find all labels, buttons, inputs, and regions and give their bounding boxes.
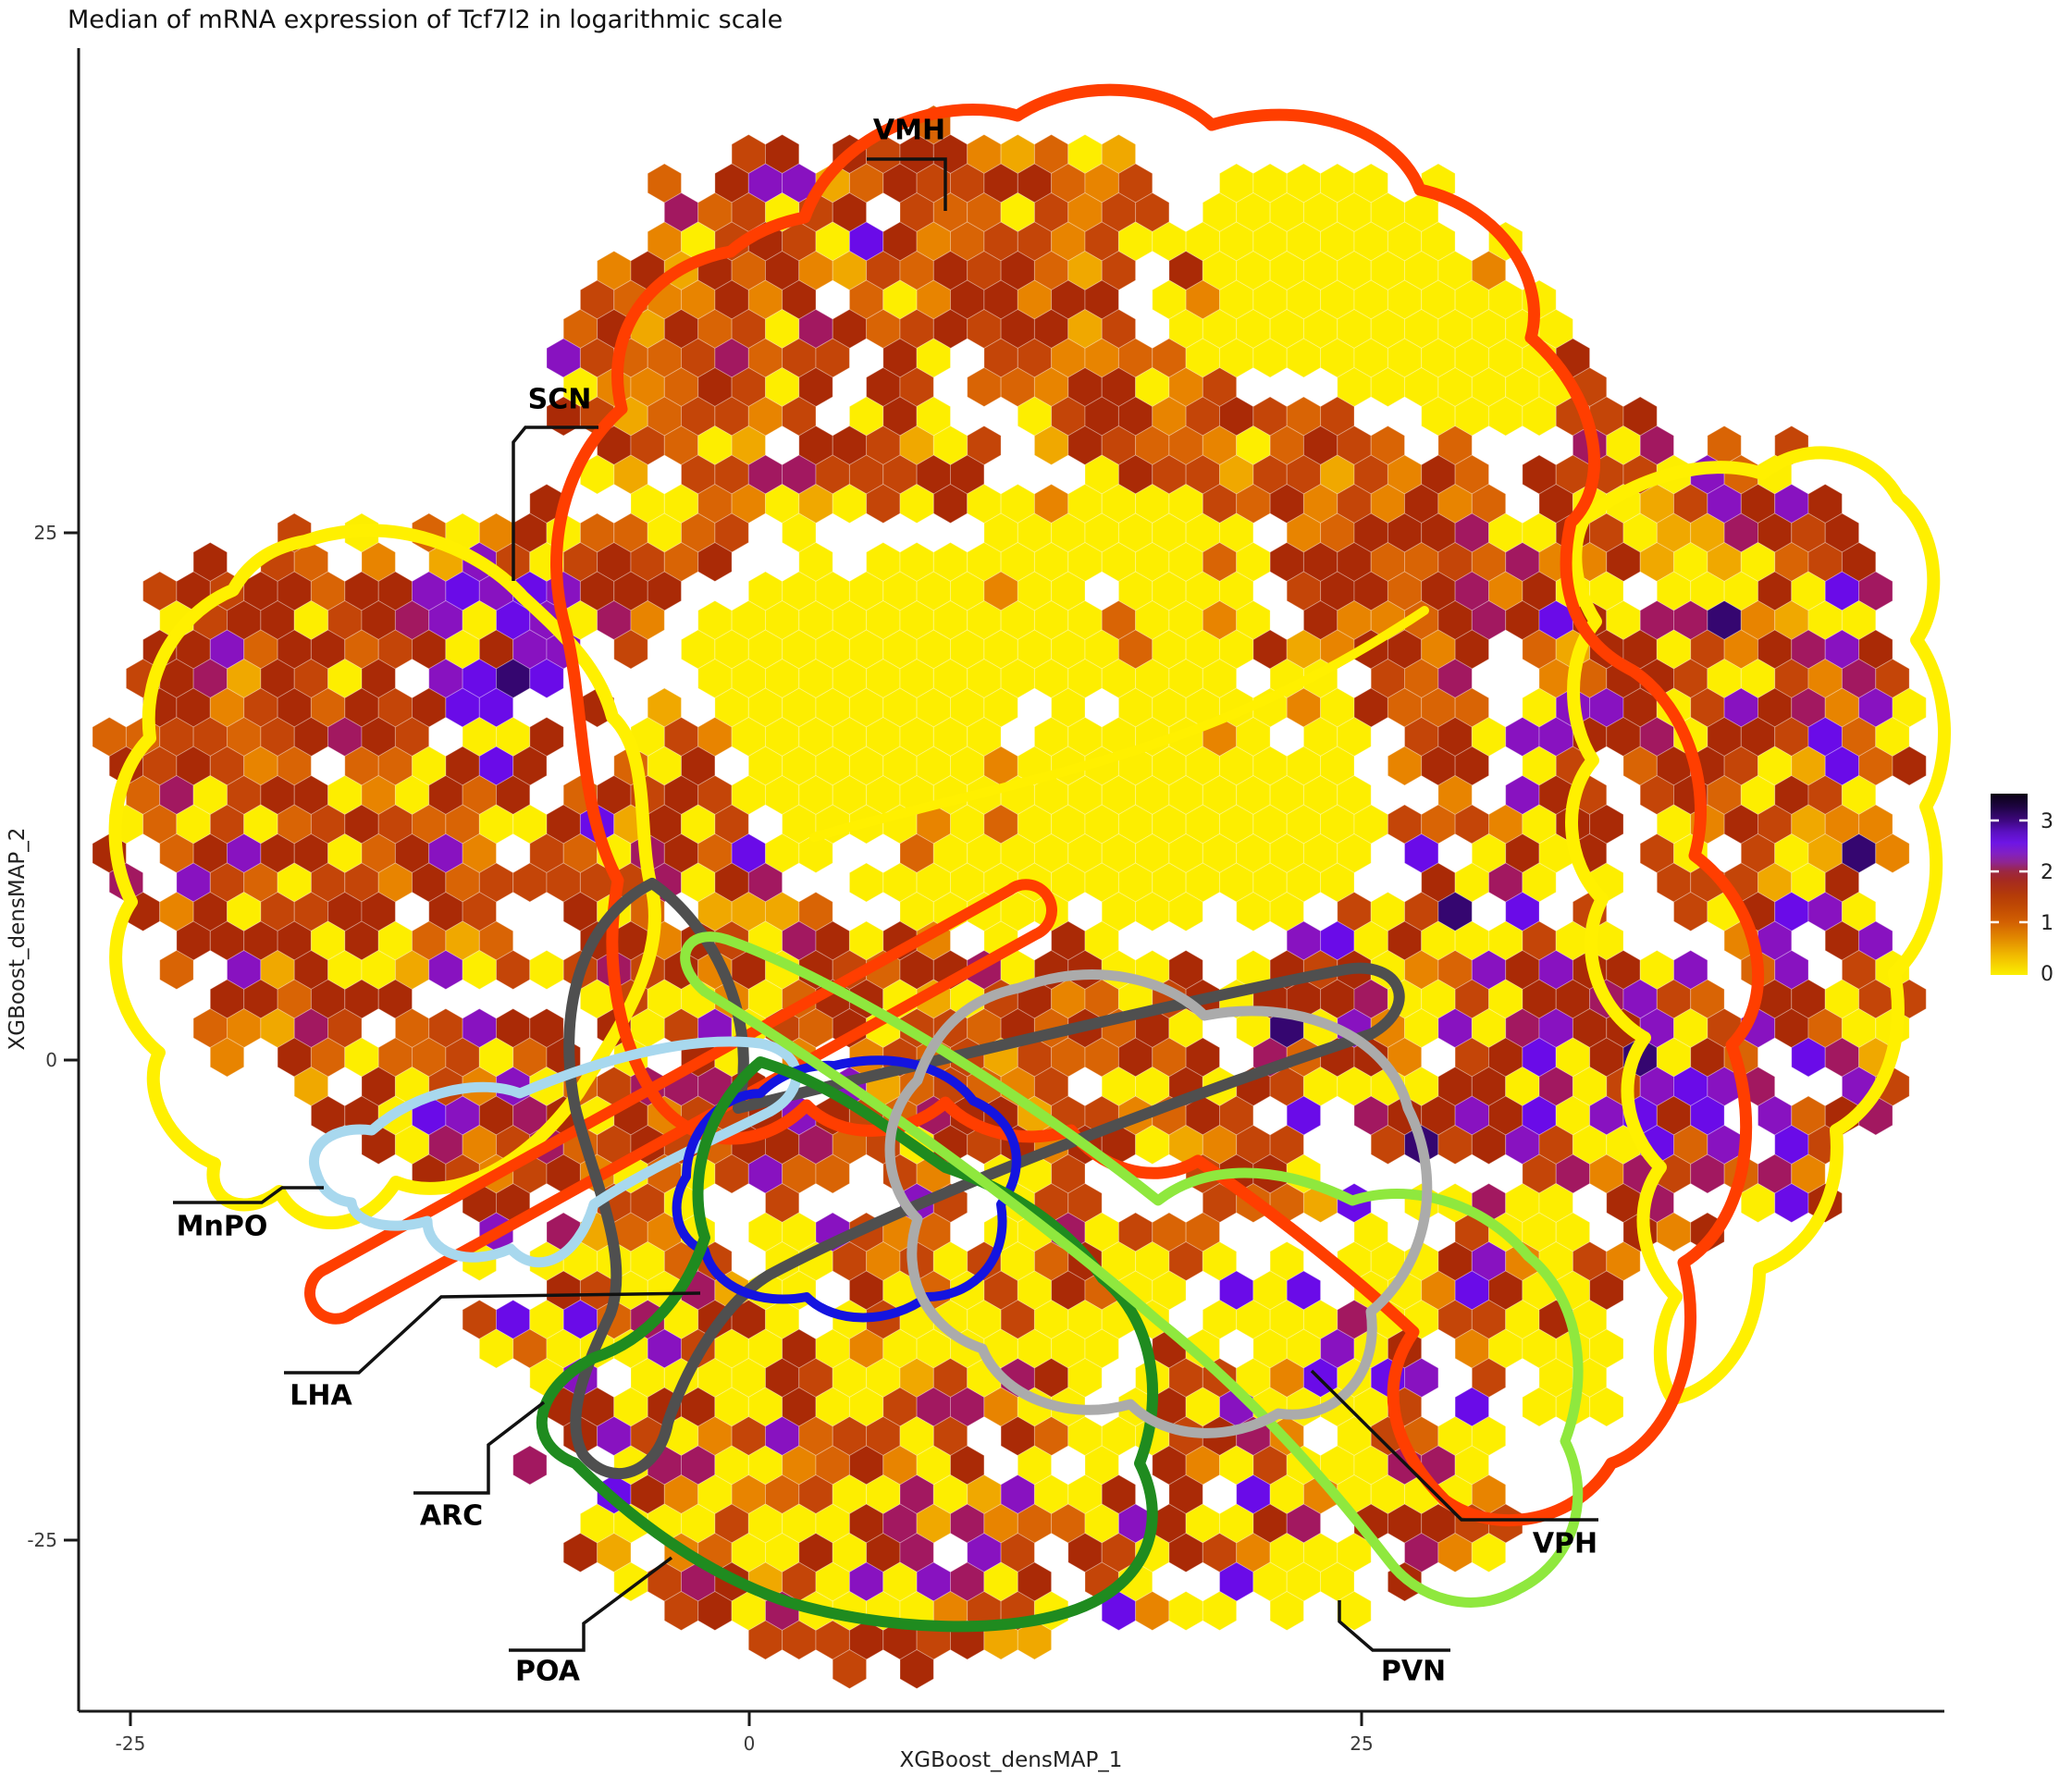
hex-cell (1875, 832, 1910, 874)
hex-cell (899, 1648, 934, 1690)
x-tick-label: 25 (1350, 1733, 1373, 1755)
hex-cell (697, 541, 733, 583)
hex-cell (529, 949, 564, 991)
hex-cell (1892, 746, 1927, 786)
hex-cell (209, 1037, 245, 1078)
hex-cell (815, 1153, 850, 1194)
y-tick-label: 25 (34, 522, 57, 544)
colorbar (1991, 794, 2028, 975)
hex-cell (1269, 1590, 1304, 1632)
hex-cell (848, 862, 884, 903)
region-label-lha: LHA (290, 1380, 352, 1412)
region-label-mnpo: MnPO (177, 1211, 268, 1243)
x-tick-label: 0 (744, 1733, 756, 1755)
axis-layer: XGBoost_densMAP_1 XGBoost_densMAP_2 -25 0… (6, 48, 1944, 1772)
colorbar-tick-label: 2 (2041, 861, 2054, 884)
y-ticks: 25 0 -25 (27, 522, 79, 1551)
region-label-vph: VPH (1533, 1528, 1597, 1560)
region-outline-arc-orangered-capsule (304, 879, 1057, 1325)
leader-line-vmh (867, 157, 947, 211)
colorbar-tick-label: 0 (2041, 963, 2054, 986)
region-outline-pvn-lightgreen (680, 931, 1584, 1608)
hex-cell (1589, 1387, 1624, 1427)
hex-cell (798, 832, 833, 874)
region-outline-yellow-right-cluster (1565, 446, 1951, 1405)
hex-cell (1017, 1620, 1053, 1660)
region-label-scn: SCN (528, 384, 592, 416)
hex-cell (529, 658, 564, 699)
colorbar-labels: 3 2 1 0 (2041, 810, 2054, 986)
hex-cell (1337, 1590, 1372, 1632)
x-ticks: -25 0 25 (116, 1711, 1374, 1755)
region-label-arc: ARC (420, 1500, 483, 1533)
region-label-poa: POA (515, 1656, 581, 1688)
leader-line-lha (284, 1291, 701, 1375)
region-outline-layer (108, 83, 1951, 1633)
colorbar-tick-label: 1 (2041, 912, 2054, 935)
hex-cell (832, 1648, 868, 1690)
colorbar-legend: 3 2 1 0 (1991, 794, 2054, 986)
leader-line-scn (512, 426, 598, 581)
leader-line-arc (413, 1400, 546, 1495)
region-outline-yellow-left-cluster (108, 524, 661, 1229)
y-tick-label: 0 (45, 1049, 57, 1071)
region-label-vmh: VMH (873, 115, 945, 147)
hex-cell (613, 629, 648, 670)
y-tick-label: -25 (27, 1529, 57, 1551)
leader-line-vph (1310, 1369, 1598, 1522)
plot-title: Median of mRNA expression of Tcf7l2 in l… (68, 6, 783, 34)
leader-line-pvn (1338, 1600, 1450, 1652)
region-outline-vph-gray (884, 969, 1433, 1438)
region-outline-mnpo-lightblue (309, 1036, 802, 1268)
hex-cell (512, 1445, 548, 1486)
colorbar-tick-label: 3 (2041, 810, 2054, 833)
hex-cell (1202, 1590, 1238, 1632)
colorbar-ticks (1991, 819, 2028, 924)
region-label-pvn: PVN (1381, 1656, 1446, 1688)
x-tick-label: -25 (116, 1733, 146, 1755)
x-axis-title: XGBoost_densMAP_1 (900, 1748, 1123, 1772)
hex-cell (159, 949, 194, 991)
region-outline-yellow-inner-trace (809, 606, 1429, 842)
hex-cell (1471, 1532, 1507, 1573)
annotation-layer: VMH SCN MnPO LHA ARC POA PVN VPH (173, 115, 1598, 1688)
leader-line-poa (509, 1556, 673, 1652)
hex-cell (1168, 1590, 1203, 1632)
y-axis-title: XGBoost_densMAP_2 (6, 828, 30, 1051)
hex-cell (1168, 891, 1203, 932)
hexbin-layer (92, 105, 1927, 1690)
leader-line-mnpo (173, 1186, 324, 1204)
region-outline-poa-green (536, 1056, 1159, 1633)
